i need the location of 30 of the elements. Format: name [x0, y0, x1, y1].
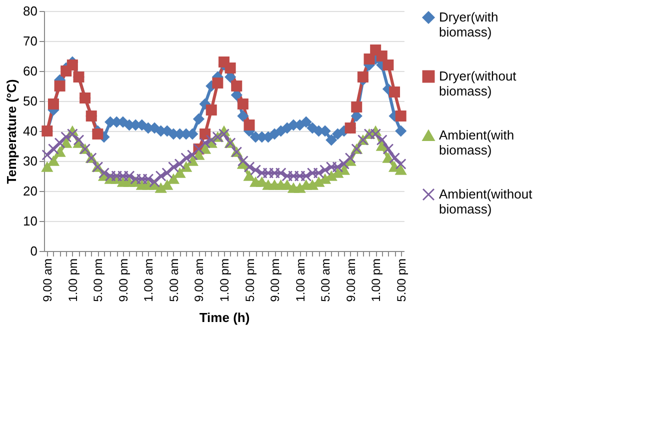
x-tick-label: 9.00 pm	[268, 258, 282, 302]
y-axis-title: Temperature (°C)	[4, 79, 20, 184]
x-tick-label: 1.00 pm	[66, 258, 80, 302]
y-tick-label: 60	[23, 64, 38, 78]
legend-label: Dryer(with biomass)	[439, 10, 498, 40]
legend-label: Dryer(without biomass)	[439, 68, 517, 98]
x-tick-label: 5.00 pm	[91, 258, 106, 302]
x-tick-label: 5.00 pm	[242, 258, 257, 302]
x-tick-label: 9.00 am	[192, 258, 206, 302]
y-tick-label: 70	[23, 34, 38, 48]
x-tick-label: 5.00 pm	[394, 258, 408, 302]
x-tick-label: 1.00 pm	[218, 258, 232, 302]
legend-label: Ambient(without biomass)	[439, 186, 533, 216]
x-tick-label: 9.00 am	[40, 258, 55, 302]
y-tick-label: 10	[23, 214, 38, 228]
x-tick-label: 1.00 am	[293, 258, 308, 302]
y-tick-label: 50	[23, 94, 38, 108]
x-tick-label: 9.00 pm	[116, 258, 130, 302]
x-axis-title: Time (h)	[199, 310, 250, 325]
legend-label: Ambient(with biomass)	[439, 128, 514, 158]
x-tick-label: 5.00 am	[318, 258, 333, 302]
y-tick-label: 0	[30, 244, 38, 258]
y-tick-label: 30	[23, 154, 38, 168]
y-tick-label: 40	[23, 124, 38, 138]
y-tick-label: 20	[23, 184, 38, 198]
y-tick-label: 80	[23, 4, 38, 18]
x-tick-label: 5.00 am	[166, 258, 181, 302]
x-tick-label: 1.00 pm	[369, 258, 384, 302]
x-tick-label: 1.00 am	[142, 258, 156, 302]
x-tick-label: 9.00 am	[344, 258, 358, 302]
